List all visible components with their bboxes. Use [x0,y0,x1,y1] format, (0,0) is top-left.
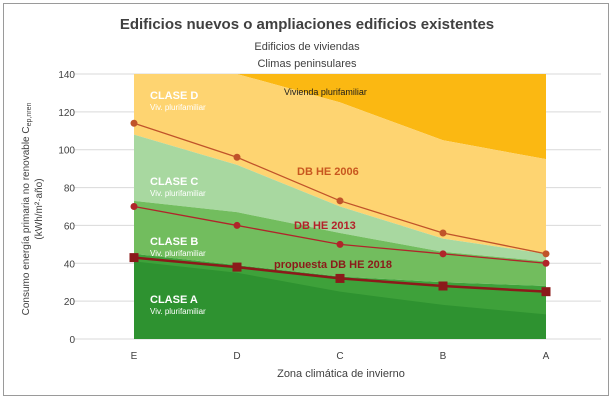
band-sublabel-clase-b: Viv. plurifamiliar [150,249,206,258]
series-point [129,253,139,263]
series-point [335,273,345,283]
series-point [130,119,138,127]
x-tick-label: E [131,351,138,362]
series-point [541,287,551,297]
chart-title: Edificios nuevos o ampliaciones edificio… [120,16,494,33]
y-axis-label-main: Consumo energía primaria no renovable C [21,126,32,315]
band-area [134,134,546,262]
y-tick-label: 60 [64,221,76,232]
chart: Edificios nuevos o ampliaciones edificio… [21,16,601,380]
y-tick-label: 120 [58,108,75,119]
y-tick-label: 20 [64,297,76,308]
band-label-top: Vivienda plurifamiliar [284,87,367,97]
chart-frame: Edificios nuevos o ampliaciones edificio… [3,3,609,396]
series-point [439,250,447,258]
series-point [233,221,241,229]
band-sublabel-clase-c: Viv. plurifamiliar [150,189,206,198]
chart-subtitle-2: Climas peninsulares [257,58,357,70]
band-label-clase-d: CLASE D [150,90,198,102]
band-sublabel-clase-d: Viv. plurifamiliar [150,103,206,112]
series-label: DB HE 2013 [294,220,356,232]
band-label-clase-b: CLASE B [150,236,198,248]
x-tick-label: C [336,351,343,362]
series-point [542,250,550,258]
y-tick-label: 140 [58,70,75,81]
band-sublabel-clase-a: Viv. plurifamiliar [150,307,206,316]
series-point [336,240,344,248]
x-axis-label: Zona climática de invierno [277,368,405,380]
series-point [439,229,447,237]
band-label-clase-c: CLASE C [150,176,198,188]
series-point [233,153,241,161]
y-axis-label-units: (kWh/m²·año) [34,178,45,239]
band-label-clase-a: CLASE A [150,294,198,306]
y-axis-label-sub: ep,nren [26,103,33,127]
series-label: propuesta DB HE 2018 [274,259,392,271]
y-tick-label: 40 [64,259,76,270]
y-tick-label: 80 [64,184,76,195]
series-point [438,281,448,291]
series-point [542,259,550,267]
series-point [336,197,344,205]
y-tick-label: 0 [69,335,75,346]
series-point [232,262,242,272]
x-tick-label: D [233,351,240,362]
y-tick-label: 100 [58,146,75,157]
series-point [130,203,138,210]
band-area [134,74,546,254]
series-label: DB HE 2006 [297,166,359,178]
x-tick-label: A [543,351,550,362]
y-axis-label: Consumo energía primaria no renovable Ce… [21,103,33,316]
x-tick-label: B [440,351,447,362]
inner-band-area [134,261,546,339]
chart-subtitle-1: Edificios de viviendas [254,41,360,53]
band-area [134,74,546,160]
